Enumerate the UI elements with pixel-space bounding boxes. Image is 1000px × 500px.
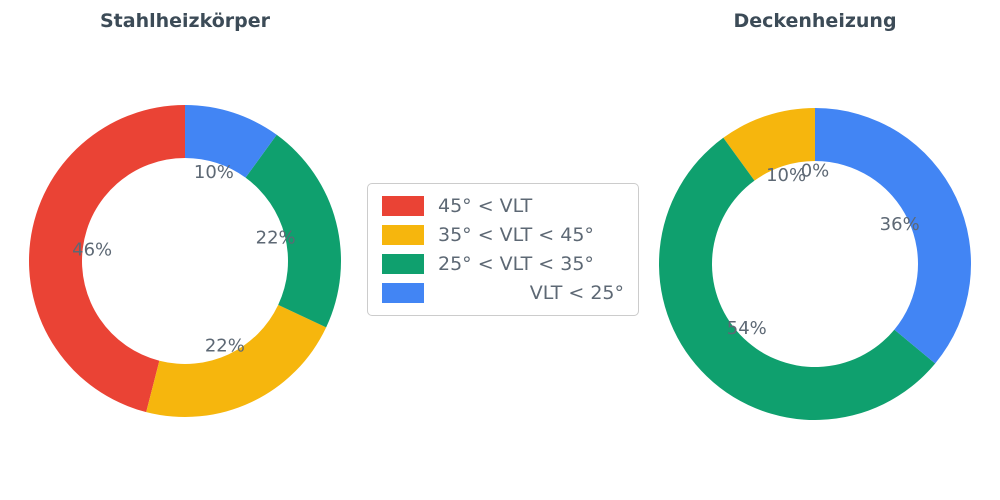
percent-label-green: 54% <box>727 318 767 339</box>
legend-label-green: 25° < VLT < 35° <box>438 253 594 275</box>
percent-label-red: 46% <box>72 239 112 260</box>
legend-swatch-blue <box>382 283 424 303</box>
legend-item-blue: VLT < 25° <box>382 282 624 304</box>
legend-label-red: 45° < VLT <box>438 195 533 217</box>
legend-swatch-red <box>382 196 424 216</box>
legend-item-green: 25° < VLT < 35° <box>382 253 624 275</box>
donut-segment-yellow <box>723 108 815 181</box>
percent-label-blue: 36% <box>880 214 920 235</box>
legend-swatch-yellow <box>382 225 424 245</box>
percent-label-blue: 10% <box>194 162 234 183</box>
donut-segment-green <box>245 134 341 328</box>
chart-title-stahlheizkoerper: Stahlheizkörper <box>99 10 271 32</box>
legend-item-yellow: 35° < VLT < 45° <box>382 224 624 246</box>
legend-swatch-green <box>382 254 424 274</box>
donut-segment-blue <box>185 105 277 178</box>
donut-segment-red <box>29 105 186 413</box>
percent-label-yellow: 22% <box>205 336 245 357</box>
percent-label-red: 0% <box>801 160 830 181</box>
donut-segment-yellow <box>146 304 327 417</box>
chart-title-deckenheizung: Deckenheizung <box>733 10 897 32</box>
legend-item-red: 45° < VLT <box>382 195 624 217</box>
percent-label-yellow: 10% <box>766 165 806 186</box>
legend-label-yellow: 35° < VLT < 45° <box>438 224 594 246</box>
donut-segment-blue <box>815 108 972 364</box>
legend: 45° < VLT 35° < VLT < 45° 25° < VLT < 35° V… <box>367 183 639 316</box>
percent-label-green: 22% <box>256 228 296 249</box>
donut-segment-green <box>659 137 936 420</box>
legend-label-blue: VLT < 25° <box>529 282 624 304</box>
